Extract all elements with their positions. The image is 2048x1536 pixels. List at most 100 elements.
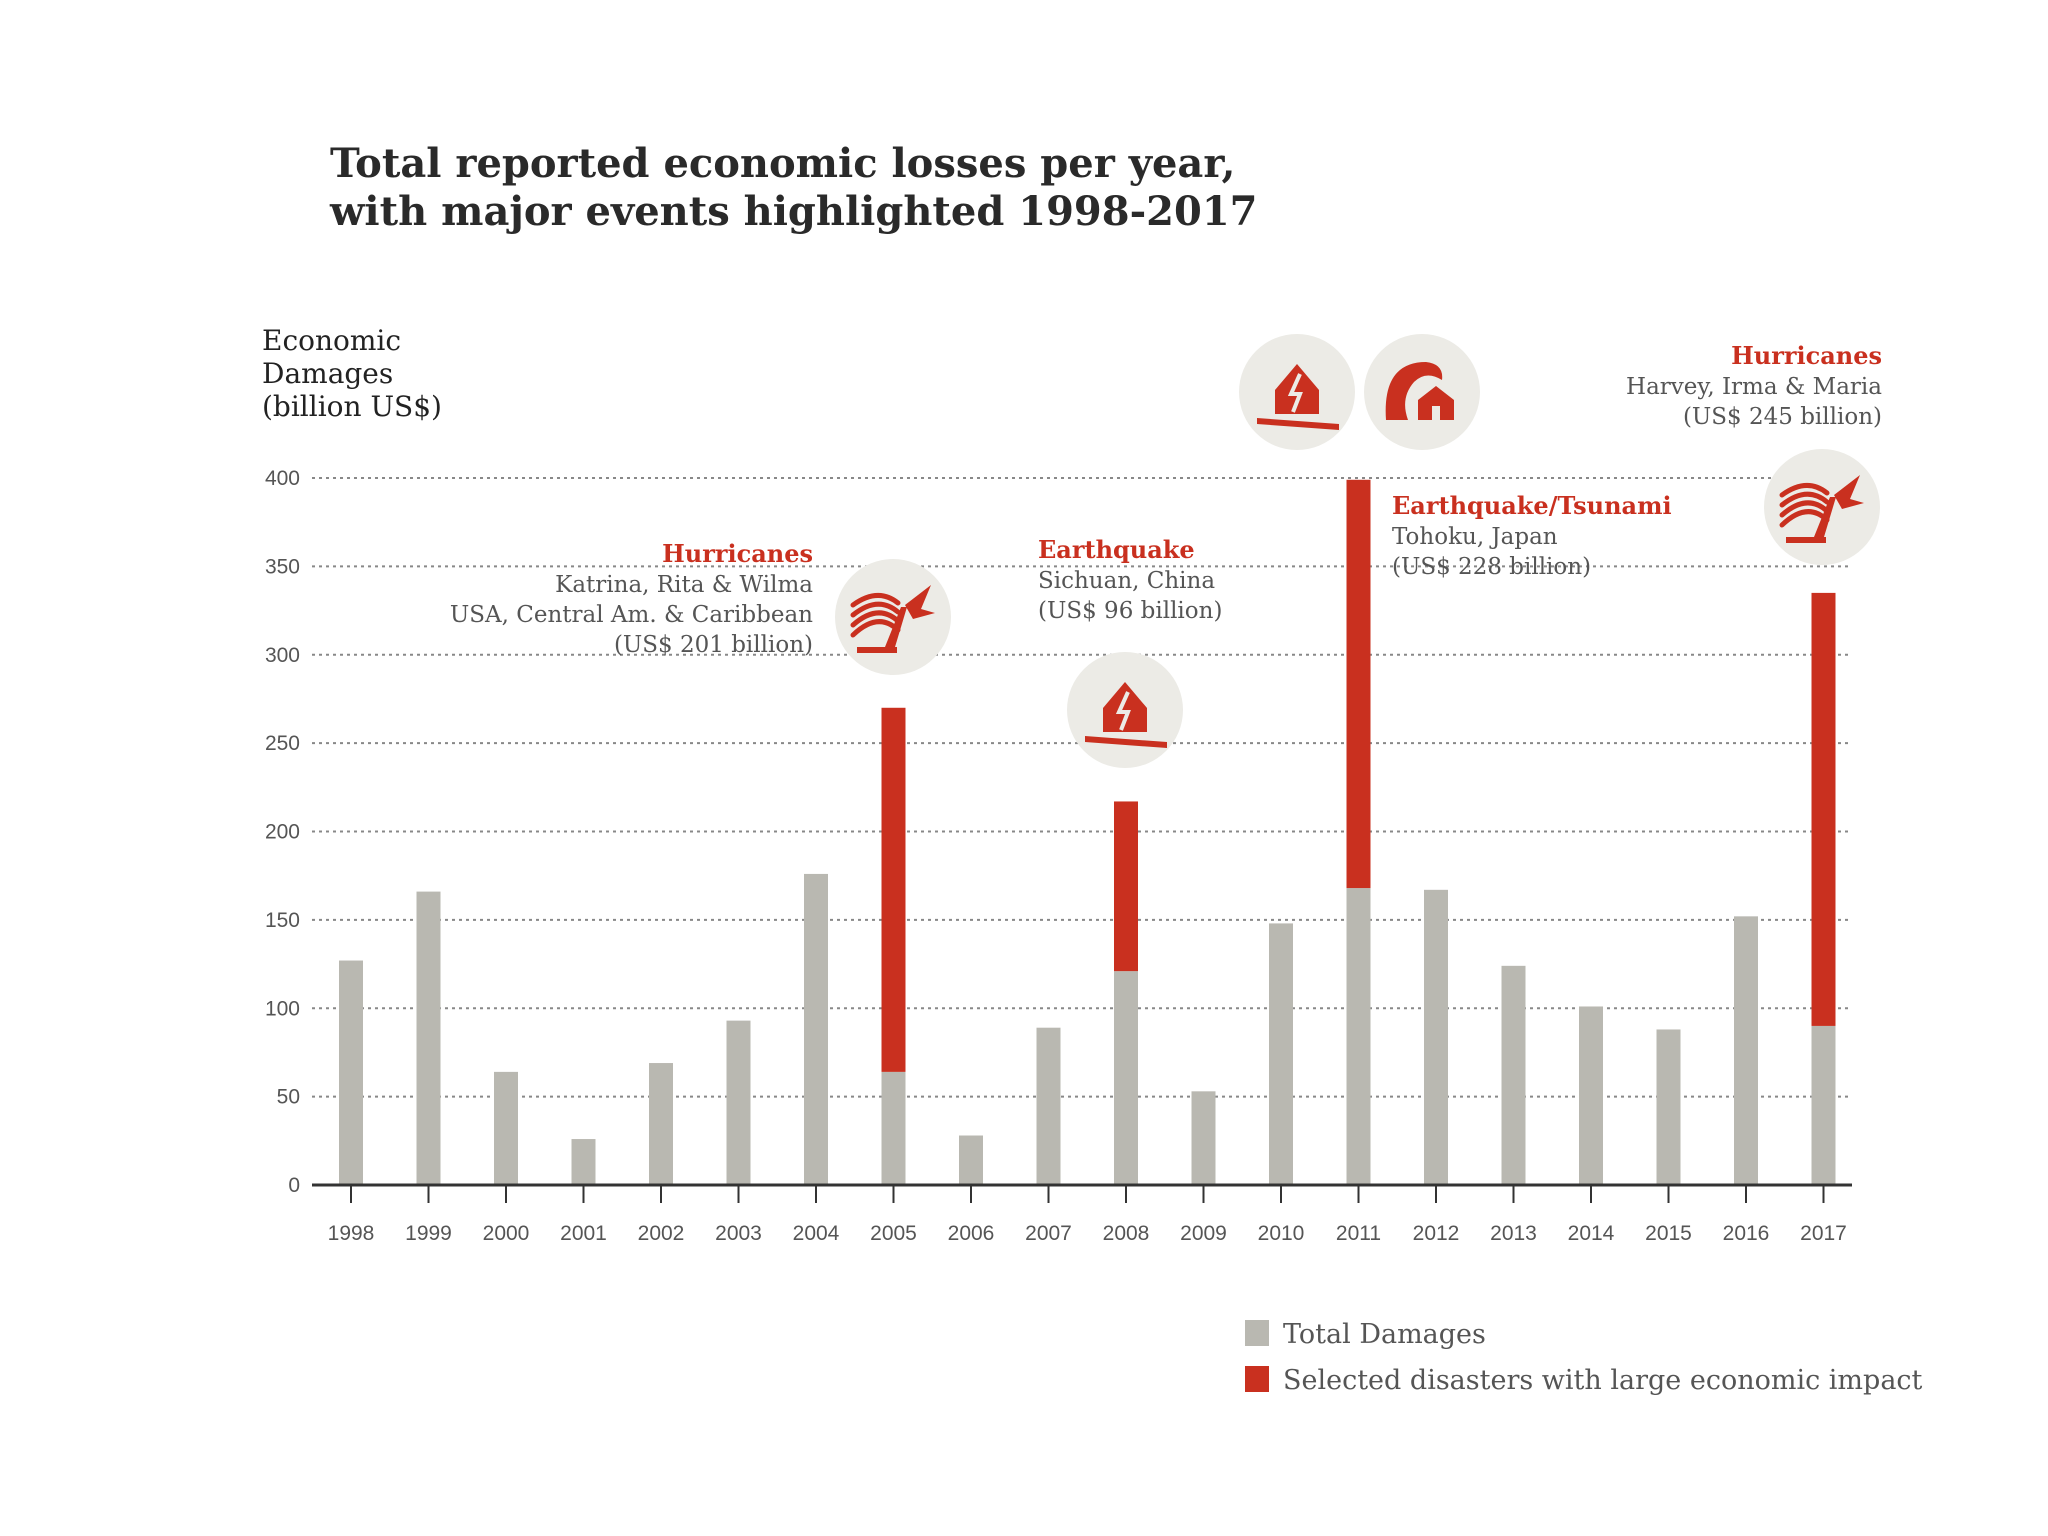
x-tick-label: 2003 <box>715 1222 762 1245</box>
wind-stroke <box>850 601 901 618</box>
chart-title: Total reported economic losses per year,… <box>330 140 1258 236</box>
palm-trunk <box>1814 497 1836 537</box>
y-axis-label: Economic Damages (billion US$) <box>262 324 442 423</box>
bar-total-damages <box>1269 923 1293 1185</box>
annotation-line: (US$ 96 billion) <box>1038 598 1222 624</box>
annotation-line: Katrina, Rita & Wilma <box>555 572 813 598</box>
annotation-heading: Earthquake <box>1038 535 1195 564</box>
bar-total-damages <box>494 1071 518 1185</box>
bar-total-damages <box>1501 965 1526 1185</box>
bar-total-damages <box>1656 1029 1681 1185</box>
bar-total-damages <box>1036 1027 1061 1185</box>
annotation-line: USA, Central Am. & Caribbean <box>450 602 813 628</box>
palm-leaves <box>1834 475 1864 509</box>
y-tick-label: 350 <box>265 555 300 578</box>
ground-line <box>857 647 897 653</box>
house-door <box>1432 406 1440 420</box>
x-tick-label: 2006 <box>948 1222 995 1245</box>
bar-total-damages <box>1734 916 1758 1185</box>
x-tick-label: 2000 <box>483 1222 530 1245</box>
x-tick-label: 2001 <box>560 1222 607 1245</box>
y-tick-label: 100 <box>265 997 300 1020</box>
x-tick-label: 2005 <box>870 1222 917 1245</box>
bar-total-damages <box>416 891 441 1185</box>
crack-line <box>1287 373 1303 413</box>
x-tick-label: 2014 <box>1568 1222 1615 1245</box>
bar-selected-disaster <box>1114 801 1138 972</box>
x-tick-label: 2017 <box>1800 1222 1847 1245</box>
y-tick-label: 400 <box>265 467 300 490</box>
x-tick-label: 1998 <box>328 1222 375 1245</box>
y-tick-label: 150 <box>265 909 300 932</box>
x-tick-label: 2011 <box>1336 1222 1381 1245</box>
bar-total-damages <box>1424 889 1448 1185</box>
legend-label: Total Damages <box>1283 1319 1486 1350</box>
x-tick-label: 2008 <box>1103 1222 1150 1245</box>
hurricane-icon <box>1764 449 1880 565</box>
annotation-2008: Earthquake Sichuan, China (US$ 96 billion) <box>1038 535 1222 768</box>
y-tick-label: 300 <box>265 644 300 667</box>
x-tick-label: 2013 <box>1490 1222 1537 1245</box>
annotation-heading: Hurricanes <box>662 539 813 568</box>
bar-selected-disaster <box>1346 479 1371 889</box>
bar-total-damages <box>571 1139 596 1185</box>
tsunami-icon <box>1364 334 1480 450</box>
wave-shape <box>1385 362 1443 420</box>
bar-total-damages <box>1346 888 1371 1185</box>
chart-title-line-2: with major events highlighted 1998-2017 <box>330 188 1258 235</box>
annotation-heading: Earthquake/Tsunami <box>1392 491 1672 520</box>
annotation-line: Sichuan, China <box>1038 568 1215 594</box>
house-shape <box>1103 682 1147 732</box>
bars <box>339 479 1836 1185</box>
legend: Total Damages Selected disasters with lar… <box>1245 1319 1923 1396</box>
x-tick-label: 2016 <box>1723 1222 1770 1245</box>
annotation-2017: Hurricanes Harvey, Irma & Maria (US$ 245 b… <box>1626 341 1882 565</box>
y-tick-label: 250 <box>265 732 300 755</box>
palm-leaves <box>905 585 935 619</box>
x-tick-label: 2007 <box>1025 1222 1072 1245</box>
y-tick-label: 0 <box>288 1174 300 1197</box>
x-tick-label: 2012 <box>1413 1222 1460 1245</box>
ground-crack <box>1085 736 1167 748</box>
bar-total-damages <box>726 1020 751 1185</box>
y-tick-label: 200 <box>265 821 300 844</box>
palm-trunk <box>885 607 907 647</box>
bar-selected-disaster <box>1811 592 1836 1026</box>
wind-stroke <box>850 610 901 628</box>
annotation-2005: Hurricanes Katrina, Rita & Wilma USA, Cent… <box>450 539 951 675</box>
hurricane-icon <box>835 559 951 675</box>
wind-stroke <box>1779 491 1830 508</box>
ground-line <box>1786 537 1826 543</box>
y-axis-ticks: 0 50 100 150 200 250 300 350 400 <box>265 467 300 1197</box>
x-tick-label: 2004 <box>793 1222 840 1245</box>
x-tick-label: 2015 <box>1645 1222 1692 1245</box>
x-tick-label: 2002 <box>638 1222 685 1245</box>
wind-stroke <box>1779 500 1830 518</box>
x-axis-ticks: 1998 1999 2000 2001 2002 2003 2004 2005 2006 2007… <box>328 1185 1847 1245</box>
icon-background <box>1364 334 1480 450</box>
house-shape <box>1275 364 1319 414</box>
annotations: Hurricanes Katrina, Rita & Wilma USA, Cent… <box>450 334 1882 768</box>
annotation-line: Tohoku, Japan <box>1392 524 1558 550</box>
annotation-line: (US$ 228 billion) <box>1392 554 1591 580</box>
house-shape <box>1418 386 1454 420</box>
bar-total-damages <box>1811 1025 1836 1185</box>
annotation-2011: Earthquake/Tsunami Tohoku, Japan (US$ 228 … <box>1239 334 1672 580</box>
ground-crack <box>1257 418 1339 430</box>
earthquake-icon <box>1067 652 1183 768</box>
bar-total-damages <box>1114 971 1138 1185</box>
annotation-line: (US$ 201 billion) <box>614 632 813 658</box>
annotation-line: (US$ 245 billion) <box>1683 404 1882 430</box>
x-tick-label: 2010 <box>1258 1222 1305 1245</box>
wind-stroke <box>850 593 901 608</box>
crack-line <box>1115 691 1131 731</box>
bar-total-damages <box>959 1135 983 1185</box>
x-tick-label: 2009 <box>1180 1222 1227 1245</box>
bar-total-damages <box>649 1063 673 1185</box>
legend-label: Selected disasters with large economic i… <box>1283 1365 1923 1396</box>
bar-total-damages <box>339 960 363 1185</box>
bar-total-damages <box>804 873 828 1185</box>
x-tick-label: 1999 <box>405 1222 452 1245</box>
chart-title-line-1: Total reported economic losses per year, <box>330 140 1236 187</box>
